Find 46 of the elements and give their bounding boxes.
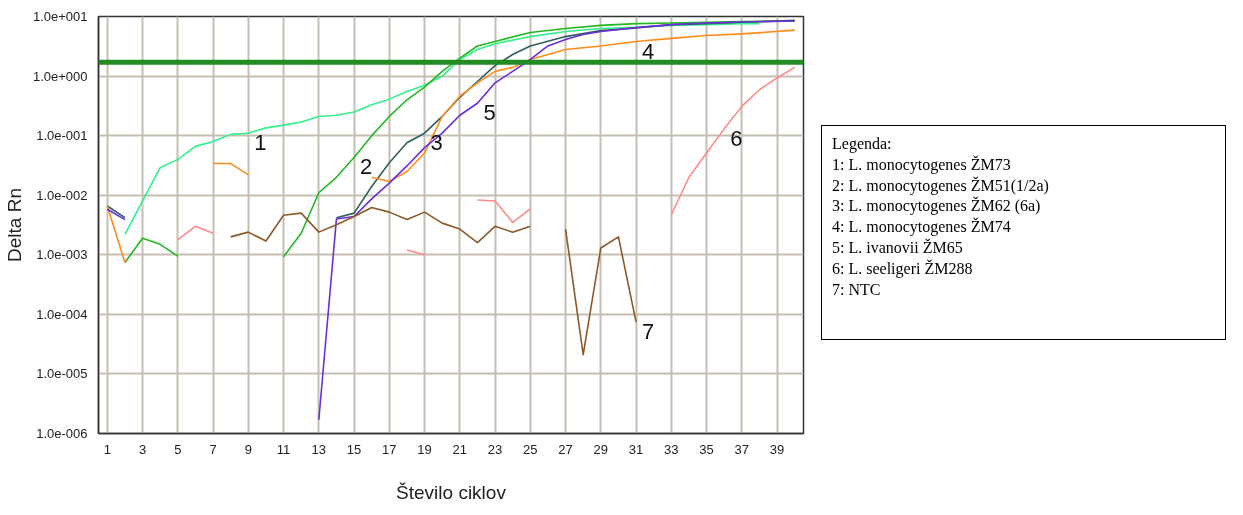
annotation: 5 xyxy=(483,100,496,126)
x-tick-label: 29 xyxy=(593,441,609,457)
x-tick-label: 37 xyxy=(734,441,750,457)
y-tick-label: 1.0e-006 xyxy=(36,426,88,441)
y-axis-title: Delta Rn xyxy=(3,188,25,262)
text: 4: L. monocytogenes ŽM74 xyxy=(832,218,1011,236)
text: 7: NTC xyxy=(832,280,881,298)
x-tick-label: 7 xyxy=(209,441,217,457)
text: 6: L. seeligeri ŽM288 xyxy=(832,259,973,277)
x-tick-label: 15 xyxy=(346,441,362,457)
y-tick-label: 1.0e-001 xyxy=(36,128,88,144)
text: 3: L. monocytogenes ŽM62 (6a) xyxy=(832,197,1041,215)
annotation: 2 xyxy=(360,154,373,180)
annotation: 6 xyxy=(730,125,743,151)
y-tick-label: 1.0e-002 xyxy=(36,187,88,203)
y-tick-label: 1.0e+001 xyxy=(32,9,88,24)
x-tick-label: 25 xyxy=(523,441,538,457)
x-tick-label: 5 xyxy=(174,441,182,457)
line-series xyxy=(124,22,761,236)
text: Legenda: xyxy=(832,135,892,152)
y-tick-label: 1.0e-004 xyxy=(36,306,88,322)
x-tick-label: 31 xyxy=(628,441,644,457)
x-axis-title: Število ciklov xyxy=(396,481,507,503)
x-tick-label: 33 xyxy=(664,441,679,457)
x-tick-label: 21 xyxy=(452,441,468,457)
x-tick-label: 39 xyxy=(769,441,785,457)
x-tick-label: 3 xyxy=(138,441,147,457)
x-tick-label: 35 xyxy=(699,441,714,457)
text: 2: L. monocytogenes ŽM51(1/2a) xyxy=(832,176,1049,194)
annotation: 3 xyxy=(430,130,443,156)
annotation: 4 xyxy=(642,38,655,64)
x-tick-label: 17 xyxy=(382,441,397,457)
x-tick-label: 1 xyxy=(103,441,111,457)
x-tick-label: 9 xyxy=(244,441,252,457)
text: 5: L. ivanovii ŽM65 xyxy=(832,238,963,256)
y-tick-label: 1.0e-005 xyxy=(36,366,88,382)
x-tick-label: 13 xyxy=(311,441,327,457)
x-tick-label: 11 xyxy=(276,441,291,457)
y-tick-label: 1.0e-003 xyxy=(36,247,88,263)
x-tick-label: 19 xyxy=(417,441,432,457)
annotation: 1 xyxy=(254,130,267,156)
x-tick-label: 23 xyxy=(487,441,503,457)
y-tick-label: 1.0e+000 xyxy=(32,68,88,84)
text: 1: L. monocytogenes ŽM73 xyxy=(832,155,1011,173)
annotation: 7 xyxy=(642,319,655,345)
x-tick-label: 27 xyxy=(558,441,573,457)
